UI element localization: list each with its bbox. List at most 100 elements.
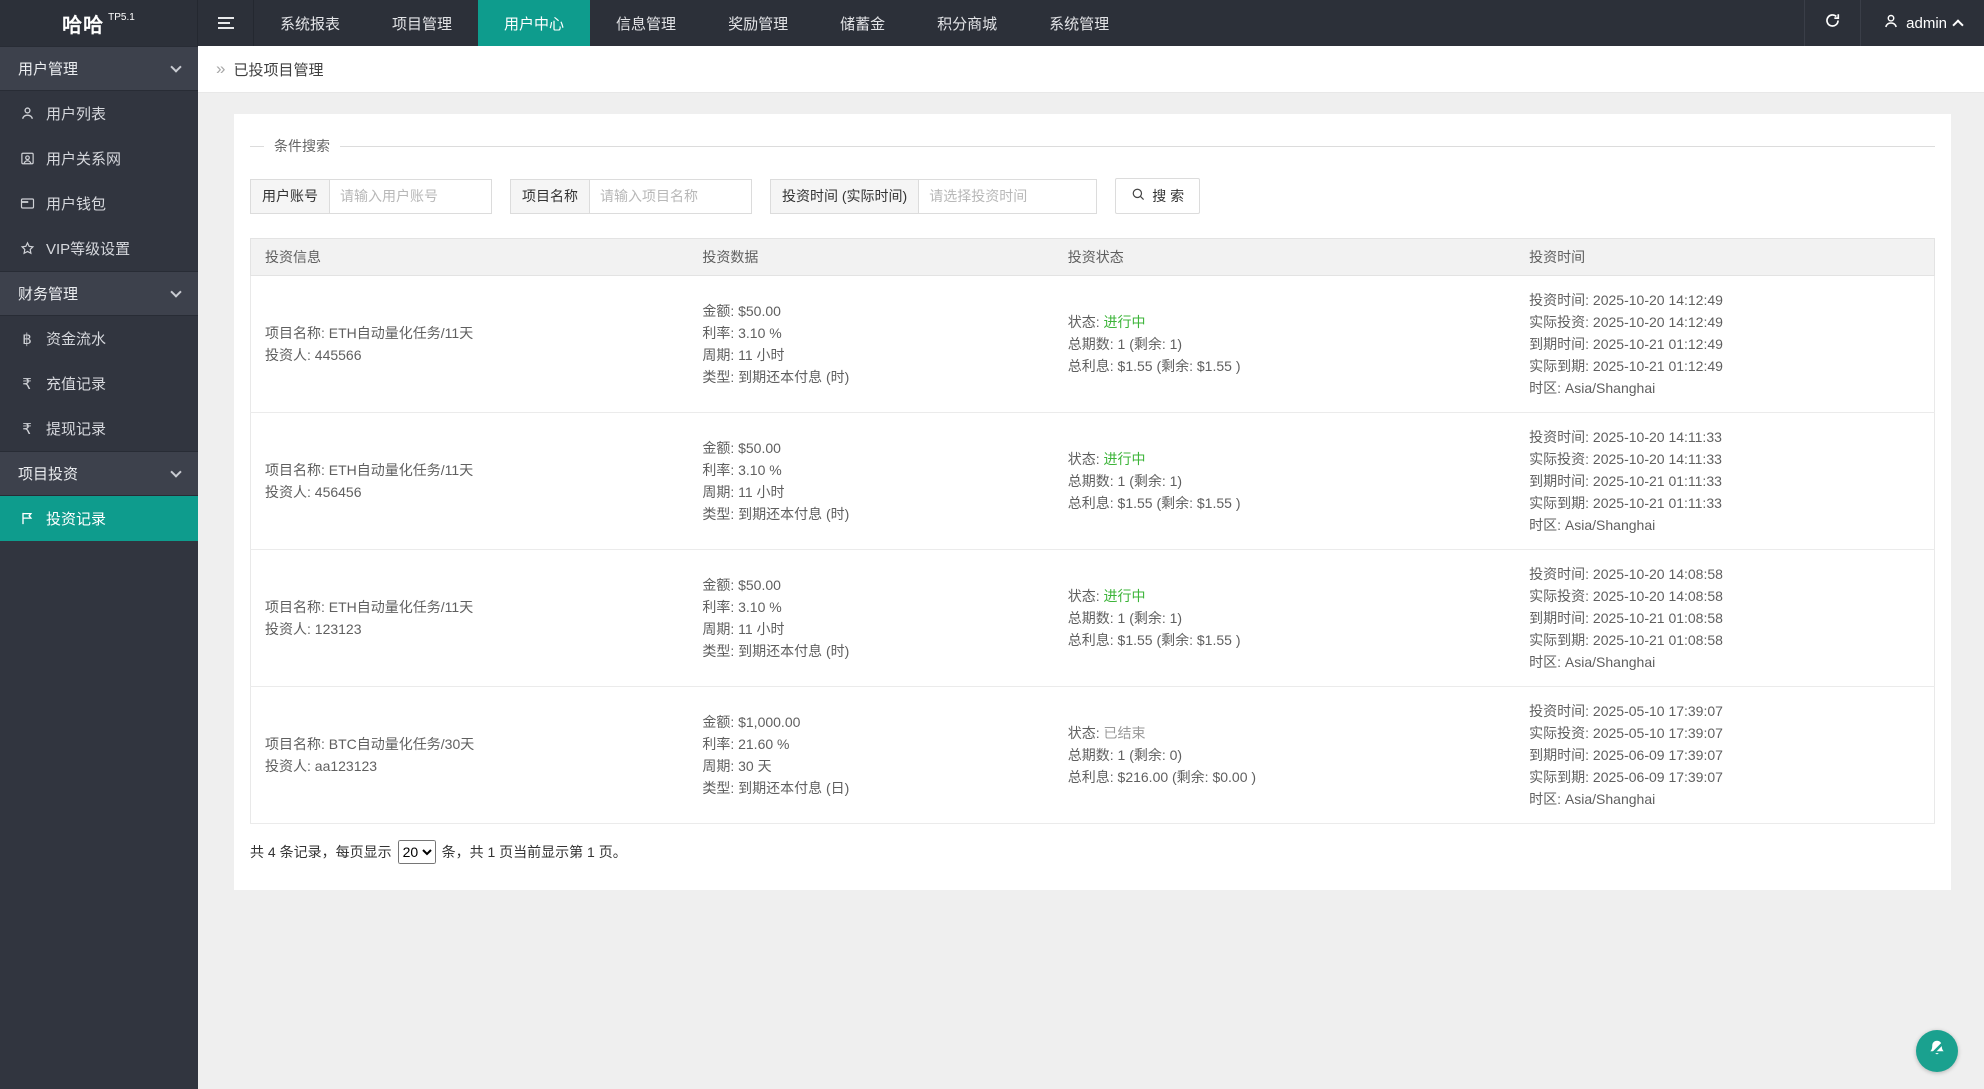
invest-time: 投资时间: 2025-10-20 14:12:49 [1529, 292, 1723, 308]
project-name: 项目名称: BTC自动量化任务/30天 [265, 736, 475, 752]
period: 周期: 11 小时 [702, 347, 785, 363]
menu-toggle-icon[interactable] [198, 0, 254, 46]
invest-time: 投资时间: 2025-10-20 14:08:58 [1529, 566, 1723, 582]
bell-slash-icon [1926, 1038, 1948, 1065]
nav-item-user-center[interactable]: 用户中心 [478, 0, 591, 46]
status-line: 状态: 进行中 [1068, 585, 1501, 607]
cell-invest-info: 项目名称: ETH自动量化任务/11天 投资人: 445566 [250, 275, 689, 413]
timezone: 时区: Asia/Shanghai [1529, 791, 1656, 807]
user-account-label: 用户账号 [250, 178, 330, 214]
sidebar-item-label: 资金流水 [46, 331, 107, 348]
cell-invest-time: 投资时间: 2025-10-20 14:08:58 实际投资: 2025-10-… [1515, 549, 1936, 687]
user-account-input[interactable] [330, 178, 492, 214]
col-header-invest-info: 投资信息 [250, 238, 689, 276]
total-interest: 总利息: $1.55 (剩余: $1.55 ) [1067, 358, 1241, 374]
invest-time-input[interactable] [919, 178, 1098, 214]
search-field-invest-time: 投资时间 (实际时间) [770, 178, 1098, 214]
notification-mute-button[interactable] [1916, 1030, 1958, 1072]
user-icon [18, 106, 36, 121]
refresh-button[interactable] [1804, 0, 1860, 46]
investor: 投资人: 123123 [265, 621, 362, 637]
invest-time: 投资时间: 2025-05-10 17:39:07 [1529, 703, 1723, 719]
sidebar-item-label: 用户关系网 [46, 151, 122, 168]
total-periods: 总期数: 1 (剩余: 1) [1067, 336, 1183, 352]
col-header-invest-status: 投资状态 [1053, 238, 1516, 276]
type: 类型: 到期还本付息 (日) [702, 780, 850, 796]
nav-item-info-mgmt[interactable]: 信息管理 [616, 15, 677, 33]
total-periods: 总期数: 1 (剩余: 1) [1067, 473, 1183, 489]
search-panel-legend: 条件搜索 [274, 138, 330, 154]
total-interest: 总利息: $216.00 (剩余: $0.00 ) [1067, 769, 1257, 785]
sidebar-item-label: 充值记录 [46, 376, 107, 393]
sidebar-item-fund-flow[interactable]: ฿ 资金流水 [0, 316, 198, 361]
rate: 利率: 3.10 % [702, 462, 782, 478]
actual-invest-time: 实际投资: 2025-05-10 17:39:07 [1529, 725, 1723, 741]
col-header-invest-data: 投资数据 [688, 238, 1054, 276]
chevron-down-icon [170, 285, 182, 298]
sidebar-item-recharge-records[interactable]: ₹ 充值记录 [0, 361, 198, 406]
nav-item-system-report[interactable]: 系统报表 [280, 15, 341, 33]
cell-invest-time: 投资时间: 2025-10-20 14:11:33 实际投资: 2025-10-… [1515, 412, 1936, 550]
due-time: 到期时间: 2025-10-21 01:08:58 [1529, 610, 1723, 626]
username: admin [1906, 14, 1947, 32]
user-menu[interactable]: admin [1860, 0, 1984, 46]
per-page-select[interactable]: 20 [397, 840, 436, 864]
project-name: 项目名称: ETH自动量化任务/11天 [265, 325, 474, 341]
sidebar-group-user-mgmt[interactable]: 用户管理 [0, 46, 198, 91]
flag-icon [18, 511, 36, 526]
nav-item-project-mgmt[interactable]: 项目管理 [392, 15, 453, 33]
due-time: 到期时间: 2025-10-21 01:12:49 [1529, 336, 1723, 352]
timezone: 时区: Asia/Shanghai [1529, 654, 1656, 670]
investor: 投资人: 456456 [265, 484, 362, 500]
type: 类型: 到期还本付息 (时) [702, 643, 850, 659]
search-button[interactable]: 搜 索 [1115, 178, 1201, 214]
cell-invest-info: 项目名称: ETH自动量化任务/11天 投资人: 123123 [250, 549, 689, 687]
cell-invest-time: 投资时间: 2025-10-20 14:12:49 实际投资: 2025-10-… [1515, 275, 1936, 413]
status-label: 状态: [1067, 725, 1104, 741]
total-periods: 总期数: 1 (剩余: 0) [1067, 747, 1183, 763]
cell-invest-data: 金额: $50.00 利率: 3.10 % 周期: 11 小时 类型: 到期还本… [688, 549, 1054, 687]
amount: 金额: $50.00 [702, 577, 781, 593]
project-name-input[interactable] [590, 178, 752, 214]
status-badge: 进行中 [1103, 588, 1146, 604]
project-name-label: 项目名称 [510, 178, 590, 214]
invest-time-label: 投资时间 (实际时间) [770, 178, 920, 214]
period: 周期: 11 小时 [702, 484, 785, 500]
table-row: 项目名称: ETH自动量化任务/11天 投资人: 123123 金额: $50.… [250, 549, 1936, 687]
project-name: 项目名称: ETH自动量化任务/11天 [265, 462, 474, 478]
sidebar-item-vip-settings[interactable]: VIP等级设置 [0, 226, 198, 271]
cell-invest-data: 金额: $50.00 利率: 3.10 % 周期: 11 小时 类型: 到期还本… [688, 412, 1054, 550]
nav-item-savings[interactable]: 储蓄金 [840, 15, 886, 33]
sidebar-group-project-invest[interactable]: 项目投资 [0, 451, 198, 496]
sidebar-item-user-network[interactable]: 用户关系网 [0, 136, 198, 181]
sidebar-item-label: 提现记录 [46, 421, 107, 438]
total-periods: 总期数: 1 (剩余: 1) [1067, 610, 1183, 626]
rupee-icon: ₹ [22, 375, 32, 393]
status-line: 状态: 进行中 [1068, 311, 1501, 333]
nav-item-points-mall[interactable]: 积分商城 [937, 15, 998, 33]
sidebar-item-user-list[interactable]: 用户列表 [0, 91, 198, 136]
sidebar-item-invest-records[interactable]: 投资记录 [0, 496, 198, 541]
sidebar-item-label: 用户列表 [46, 106, 107, 123]
rate: 利率: 21.60 % [702, 736, 790, 752]
sidebar-item-user-wallet[interactable]: 用户钱包 [0, 181, 198, 226]
cell-invest-status: 状态: 进行中 总期数: 1 (剩余: 1) 总利息: $1.55 (剩余: $… [1053, 549, 1516, 687]
status-label: 状态: [1067, 451, 1104, 467]
due-time: 到期时间: 2025-10-21 01:11:33 [1529, 473, 1722, 489]
rupee-icon: ₹ [22, 420, 32, 438]
sidebar-item-label: 投资记录 [46, 511, 107, 528]
status-badge: 进行中 [1103, 314, 1146, 330]
sidebar-group-finance-mgmt[interactable]: 财务管理 [0, 271, 198, 316]
sidebar: 用户管理 用户列表 用户关系网 用户钱包 VIP等级设置 财务管理 ฿ 资金流水… [0, 46, 198, 1089]
user-icon [1883, 13, 1899, 33]
nav-item-system-mgmt[interactable]: 系统管理 [1049, 15, 1110, 33]
type: 类型: 到期还本付息 (时) [702, 506, 850, 522]
chevron-down-icon [170, 465, 182, 478]
table-row: 项目名称: BTC自动量化任务/30天 投资人: aa123123 金额: $1… [250, 686, 1936, 824]
logo-text: 哈哈 [62, 14, 105, 37]
star-icon [18, 241, 36, 256]
period: 周期: 30 天 [702, 758, 772, 774]
total-interest: 总利息: $1.55 (剩余: $1.55 ) [1067, 495, 1241, 511]
sidebar-item-withdraw-records[interactable]: ₹ 提现记录 [0, 406, 198, 451]
nav-item-reward-mgmt[interactable]: 奖励管理 [728, 15, 789, 33]
